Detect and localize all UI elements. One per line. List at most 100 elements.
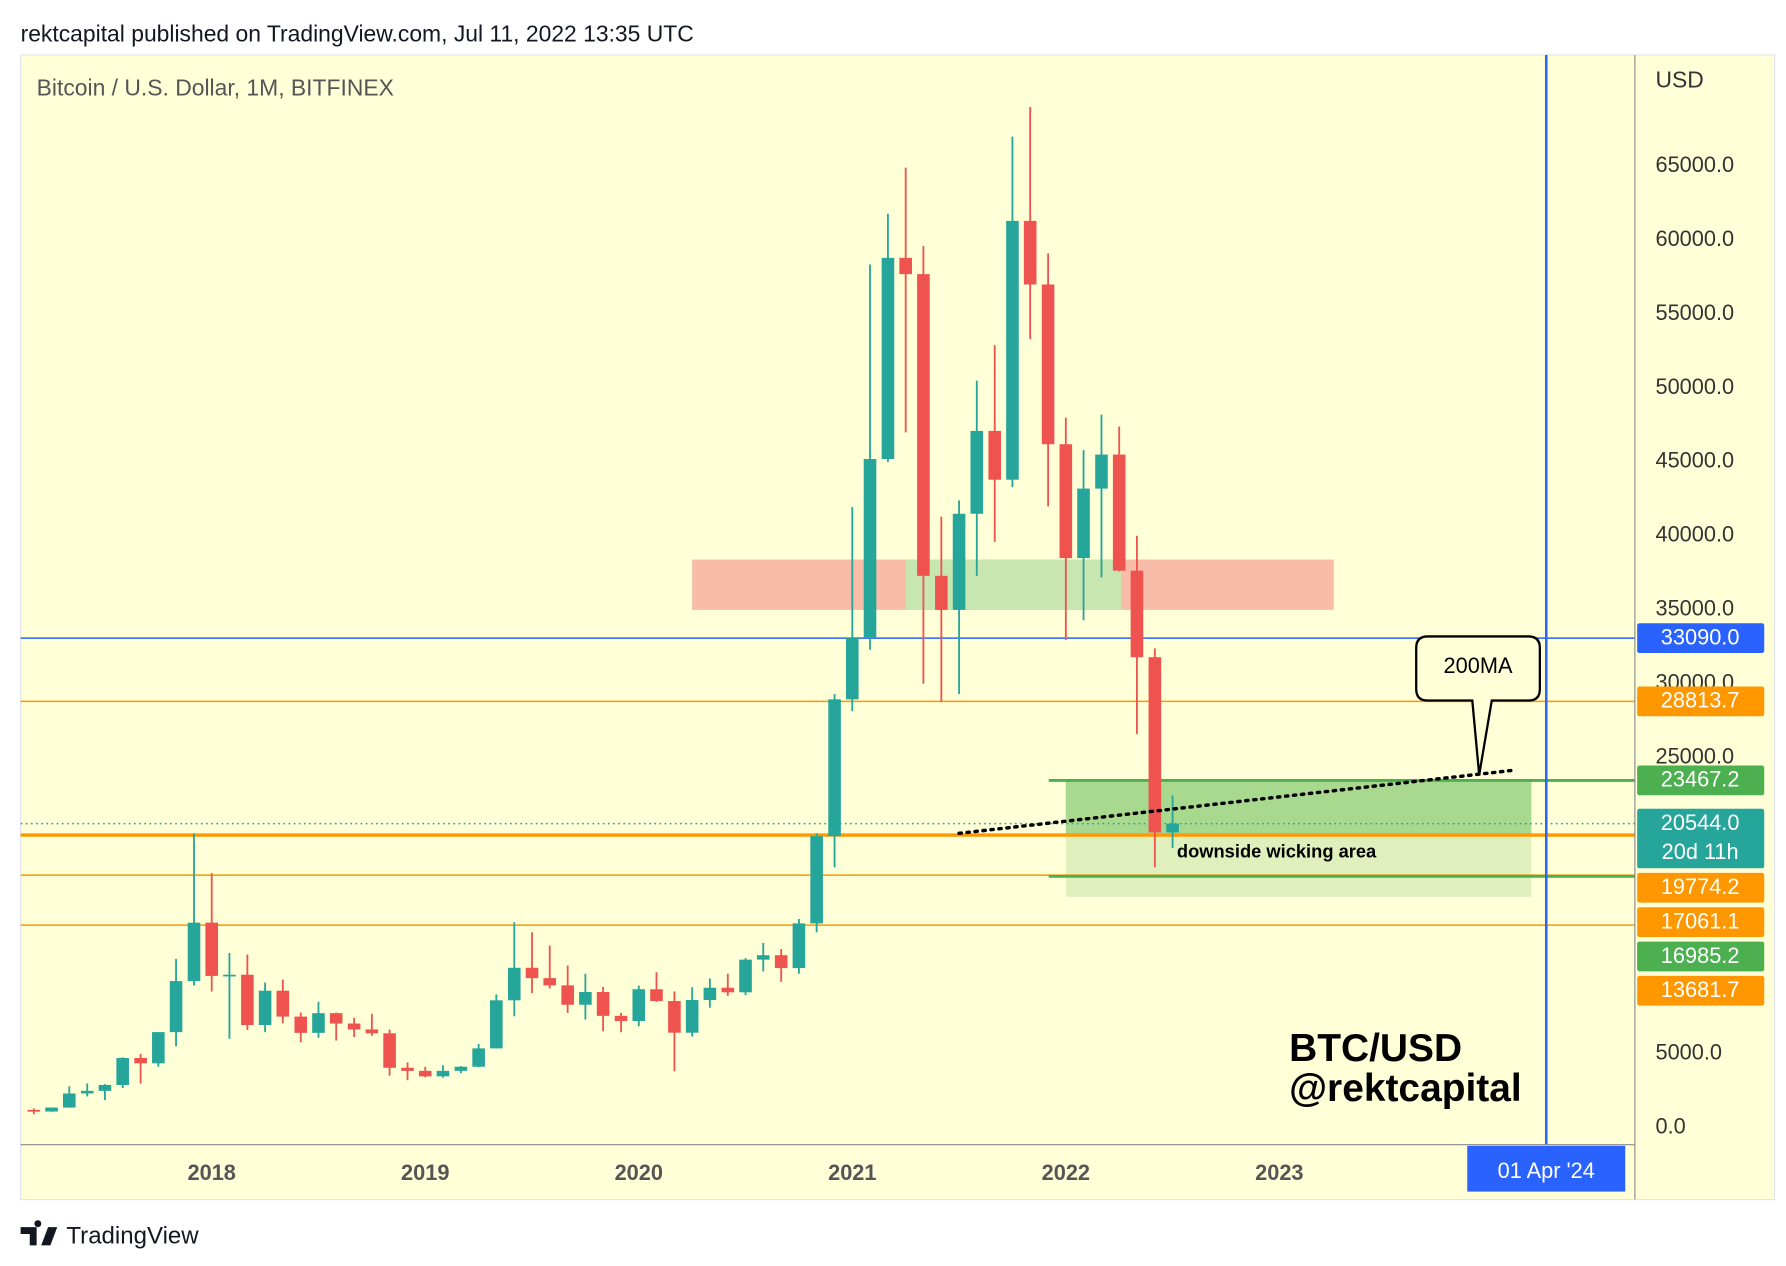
candle-body	[401, 1067, 414, 1071]
x-tick-label: 2023	[1255, 1160, 1303, 1185]
x-tick-label: 2022	[1042, 1160, 1090, 1185]
price-level-label: 16985.2	[1661, 943, 1740, 968]
x-tick-label: 2019	[401, 1160, 449, 1185]
candle-body	[632, 989, 646, 1022]
price-level-label: 28813.7	[1661, 688, 1740, 713]
candle-body	[312, 1013, 325, 1033]
candle-body	[294, 1016, 308, 1033]
candle-body	[881, 257, 895, 460]
price-level-label: 20544.0	[1661, 810, 1740, 835]
chart-background	[20, 54, 1776, 1201]
candle-body	[62, 1093, 76, 1108]
candle-body	[134, 1057, 147, 1064]
candle-body	[846, 637, 859, 700]
candle-body	[436, 1070, 450, 1077]
y-tick-label: 60000.0	[1655, 226, 1734, 251]
y-tick-label: 40000.0	[1655, 522, 1734, 547]
candle-body	[329, 1013, 343, 1024]
plot-layer: 0.05000.025000.030000.035000.040000.0450…	[20, 54, 1765, 1192]
candle-body	[1166, 823, 1179, 833]
candle-body	[1041, 284, 1055, 445]
chart-title: Bitcoin / U.S. Dollar, 1M, BITFINEX	[37, 74, 394, 100]
price-level-label: 23467.2	[1661, 767, 1740, 792]
candle-body	[1059, 444, 1073, 559]
candle-body	[703, 987, 717, 1001]
y-axis-label: USD	[1655, 66, 1703, 92]
y-tick-label: 50000.0	[1655, 374, 1734, 399]
candle-body	[507, 967, 521, 1001]
price-level-label: 17061.1	[1661, 908, 1740, 933]
candle-body	[418, 1070, 432, 1077]
zone	[1065, 780, 1532, 836]
crosshair-date-tag	[1467, 1145, 1626, 1192]
candle-body	[1130, 570, 1144, 658]
candle-body	[1023, 220, 1037, 285]
candle-body	[668, 1001, 681, 1033]
zone-annotation: downside wicking area	[1177, 841, 1377, 862]
price-level-tag	[1637, 975, 1765, 1006]
candle-body	[614, 1015, 628, 1022]
candle-body	[935, 575, 948, 610]
candle-body	[561, 985, 574, 1005]
candle-body	[792, 923, 806, 969]
candle-body	[169, 981, 183, 1033]
bar-countdown: 20d 11h	[1662, 839, 1739, 864]
x-tick-label: 2021	[828, 1160, 876, 1185]
brand-name: TradingView	[66, 1223, 199, 1250]
candle-body	[1006, 220, 1019, 480]
candle-body	[1112, 454, 1126, 571]
candle-body	[258, 990, 272, 1026]
y-tick-label: 55000.0	[1655, 300, 1734, 325]
price-level-tag	[1637, 765, 1765, 796]
candle-body	[525, 967, 539, 979]
candle-body	[828, 699, 841, 837]
candle-body	[472, 1048, 485, 1067]
candle-body	[223, 974, 236, 977]
candle-body	[80, 1090, 94, 1094]
price-level-tag	[1637, 686, 1765, 717]
y-tick-label: 65000.0	[1655, 152, 1734, 177]
y-tick-label: 5000.0	[1655, 1039, 1722, 1064]
candle-body	[365, 1029, 379, 1034]
price-level-tag	[1637, 623, 1765, 653]
price-level-tag	[1637, 941, 1765, 972]
candle-body	[27, 1109, 41, 1112]
candle-body	[579, 992, 592, 1005]
y-tick-label: 35000.0	[1655, 596, 1734, 621]
y-tick-label: 45000.0	[1655, 448, 1734, 473]
crosshair-date-label: 01 Apr '24	[1498, 1158, 1595, 1183]
candle-body	[685, 1000, 699, 1033]
candle-body	[205, 922, 219, 976]
price-level-label: 33090.0	[1661, 624, 1740, 649]
candle-body	[490, 1000, 503, 1049]
candle-body	[1077, 488, 1090, 559]
candle-body	[1148, 657, 1162, 833]
candle-body	[152, 1032, 165, 1064]
publish-header: rektcapital published on TradingView.com…	[21, 21, 694, 47]
price-level-label: 19774.2	[1661, 874, 1740, 899]
y-tick-label: 0.0	[1655, 1113, 1685, 1138]
candle-body	[98, 1084, 112, 1091]
candle-body	[45, 1107, 58, 1112]
candle-body	[988, 430, 1002, 480]
candle-body	[650, 989, 663, 1002]
candle-body	[970, 430, 984, 514]
candle-body	[899, 257, 912, 275]
candle-body	[116, 1057, 129, 1085]
candle-body	[721, 987, 735, 993]
price-level-tag	[1637, 808, 1765, 869]
ma-callout	[1415, 635, 1541, 776]
candle-body	[952, 513, 966, 610]
candle-body	[454, 1066, 468, 1071]
x-tick-label: 2020	[615, 1160, 663, 1185]
candle-body	[810, 836, 823, 924]
ma-line	[957, 768, 1516, 836]
overlay: Bitcoin / U.S. Dollar, 1M, BITFINEX USD …	[20, 54, 1704, 1250]
price-level-tag	[1637, 872, 1765, 903]
candle-body	[756, 955, 770, 960]
watermark-author: @rektcapital	[1289, 1067, 1522, 1110]
candle-body	[383, 1033, 396, 1068]
ma-callout-label: 200MA	[1444, 653, 1513, 678]
x-tick-label: 2018	[188, 1160, 236, 1185]
